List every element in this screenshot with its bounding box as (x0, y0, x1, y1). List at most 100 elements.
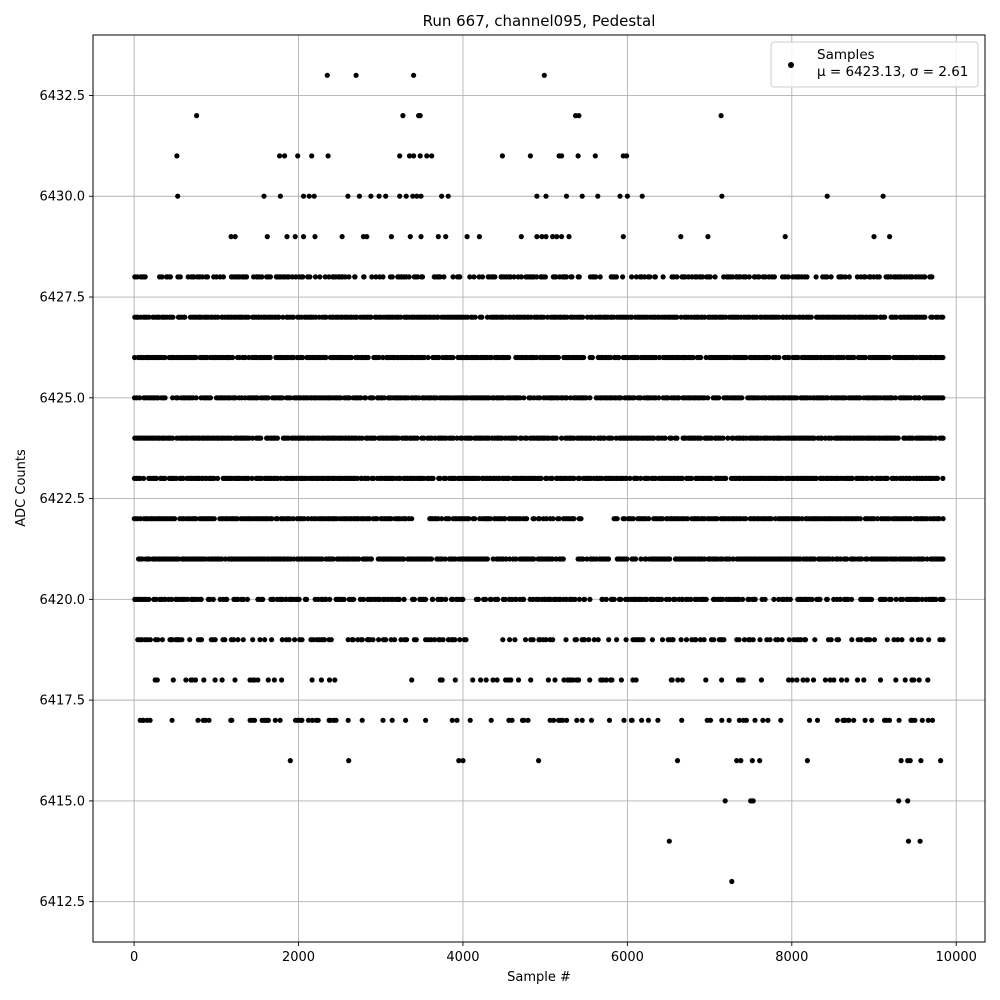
data-point (244, 274, 250, 280)
data-point (712, 274, 718, 280)
data-point (905, 838, 912, 844)
data-point (722, 798, 728, 804)
data-point (487, 516, 493, 522)
data-point (848, 596, 855, 603)
data-point (893, 314, 900, 320)
axis-ticks: 0 2000 4000 6000 8000 10000 6412.5 6415.0 6417.5… (40, 89, 977, 965)
data-point (714, 516, 720, 522)
data-point (398, 314, 404, 320)
data-point (573, 637, 580, 643)
data-point (147, 717, 153, 723)
data-point (705, 395, 711, 401)
data-point (409, 677, 415, 683)
data-point (232, 395, 238, 401)
data-point (808, 314, 814, 320)
data-point (837, 596, 843, 603)
data-point (558, 435, 565, 441)
data-point (799, 516, 805, 522)
data-point (389, 274, 395, 280)
data-point (575, 153, 581, 159)
data-point (524, 435, 530, 441)
data-point (932, 435, 939, 441)
data-point (452, 637, 458, 643)
data-point (918, 637, 924, 643)
data-point (789, 677, 795, 683)
data-point (736, 717, 743, 723)
data-point (342, 274, 348, 280)
data-point (488, 717, 494, 723)
data-point (536, 758, 542, 764)
data-point (368, 193, 374, 199)
data-point (182, 314, 188, 320)
data-point (159, 274, 165, 280)
data-point (740, 677, 746, 683)
data-point (556, 516, 562, 522)
data-point (537, 395, 543, 401)
data-point (169, 596, 175, 603)
data-point (327, 596, 333, 603)
data-point (360, 596, 366, 603)
data-point (389, 717, 395, 723)
data-point (137, 395, 143, 401)
data-point (882, 314, 888, 320)
data-point (508, 677, 514, 683)
data-point (456, 758, 462, 764)
data-point (873, 314, 880, 320)
data-point (418, 193, 424, 199)
data-point (417, 153, 423, 159)
data-point (581, 637, 588, 643)
data-point (620, 234, 626, 240)
data-point (813, 274, 819, 280)
data-point (627, 475, 633, 481)
data-point (838, 677, 845, 683)
data-point (435, 234, 441, 240)
data-point (675, 677, 681, 683)
data-point (605, 556, 612, 562)
data-point (284, 234, 290, 240)
data-point (678, 637, 684, 643)
data-point (813, 475, 819, 481)
data-point (380, 717, 386, 723)
data-point (162, 395, 168, 401)
data-point (743, 354, 749, 361)
data-point (180, 475, 186, 481)
data-point (295, 153, 301, 159)
y-tick-label: 6415.0 (40, 794, 86, 809)
data-point (319, 556, 325, 562)
data-point (572, 596, 578, 603)
data-point (656, 354, 663, 361)
data-point (364, 234, 370, 240)
data-point (290, 314, 296, 320)
data-point (312, 274, 318, 280)
data-point (359, 717, 365, 723)
data-point (204, 274, 211, 280)
data-point (831, 677, 837, 683)
data-point (898, 758, 904, 764)
data-point (716, 395, 722, 401)
data-point (177, 274, 183, 280)
data-point (543, 234, 549, 240)
data-point (775, 637, 781, 643)
data-point (886, 717, 893, 723)
data-point (674, 274, 680, 280)
data-point (460, 758, 466, 764)
data-point (277, 193, 283, 199)
data-point (800, 677, 806, 683)
data-point (804, 758, 811, 764)
data-point (798, 637, 804, 643)
data-point (388, 234, 394, 240)
data-point (299, 637, 305, 643)
data-point (352, 274, 358, 280)
data-point (758, 677, 765, 683)
data-point (300, 354, 306, 361)
data-point (624, 193, 631, 199)
data-point (844, 556, 850, 562)
data-point (757, 637, 763, 643)
data-point (541, 72, 547, 78)
data-point (423, 717, 429, 723)
data-point (822, 677, 829, 683)
data-point (895, 637, 901, 643)
data-point (649, 637, 656, 643)
data-point (270, 596, 276, 603)
data-point (576, 113, 582, 119)
